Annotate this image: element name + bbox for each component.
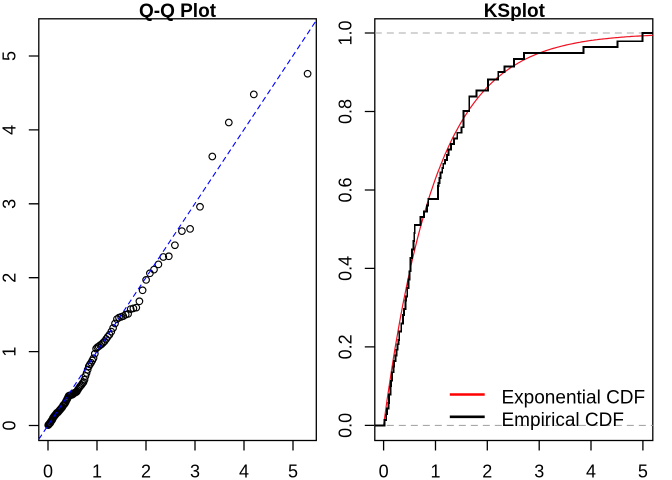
svg-text:0: 0 <box>0 420 20 430</box>
svg-text:0: 0 <box>43 462 53 480</box>
svg-text:1: 1 <box>92 462 102 480</box>
svg-text:1.0: 1.0 <box>336 20 356 45</box>
svg-text:KSplot: KSplot <box>484 1 546 22</box>
svg-text:0.4: 0.4 <box>336 256 356 281</box>
svg-text:3: 3 <box>190 462 200 480</box>
svg-text:3: 3 <box>0 199 20 209</box>
svg-text:0.6: 0.6 <box>336 177 356 202</box>
svg-text:4: 4 <box>586 462 596 480</box>
svg-text:0.0: 0.0 <box>336 413 356 438</box>
svg-text:Empirical CDF: Empirical CDF <box>502 410 624 431</box>
svg-text:5: 5 <box>288 462 298 480</box>
svg-text:4: 4 <box>239 462 249 480</box>
svg-text:2: 2 <box>141 462 151 480</box>
svg-text:0.8: 0.8 <box>336 99 356 124</box>
svg-text:5: 5 <box>0 51 20 61</box>
svg-text:1: 1 <box>430 462 440 480</box>
svg-text:2: 2 <box>482 462 492 480</box>
svg-text:2: 2 <box>0 273 20 283</box>
svg-text:0: 0 <box>379 462 389 480</box>
svg-text:Q-Q Plot: Q-Q Plot <box>139 1 217 22</box>
svg-text:Exponential CDF: Exponential CDF <box>502 388 646 409</box>
svg-text:4: 4 <box>0 125 20 135</box>
svg-text:3: 3 <box>534 462 544 480</box>
svg-text:1: 1 <box>0 347 20 357</box>
svg-text:5: 5 <box>638 462 648 480</box>
svg-text:0.2: 0.2 <box>336 334 356 359</box>
